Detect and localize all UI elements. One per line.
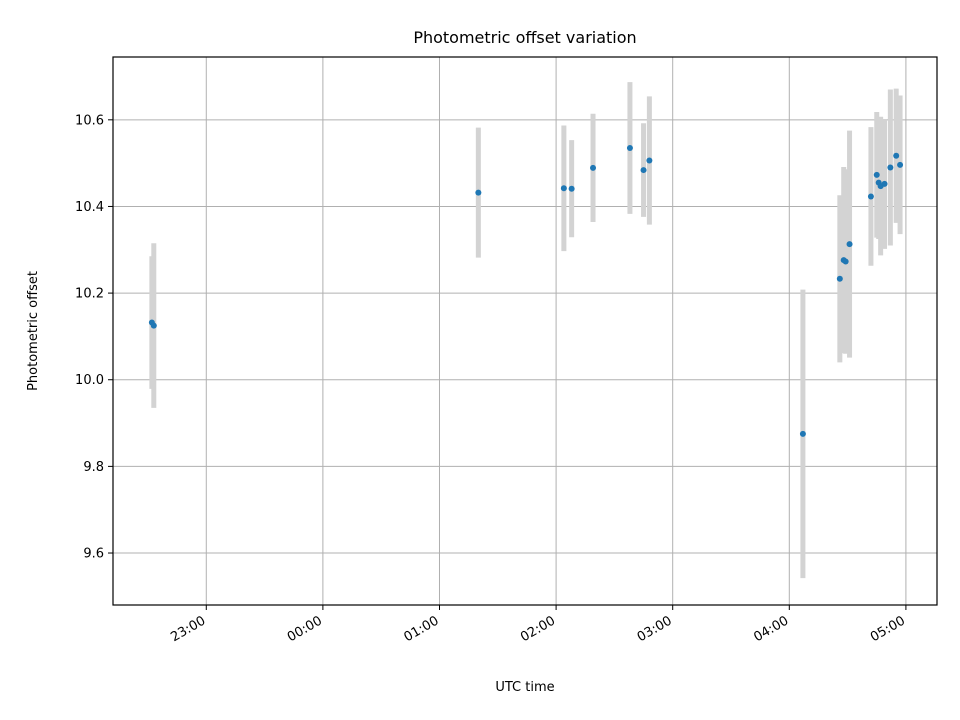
x-tick-label: 05:00 — [868, 613, 908, 645]
data-point — [475, 189, 482, 196]
chart-title: Photometric offset variation — [413, 28, 636, 47]
y-tick-label: 10.0 — [75, 373, 104, 388]
data-point — [846, 241, 853, 248]
x-tick-label: 04:00 — [751, 613, 791, 645]
y-axis-label: Photometric offset — [26, 271, 41, 391]
y-tick-label: 9.8 — [83, 460, 104, 475]
x-tick-label: 02:00 — [518, 613, 558, 645]
x-tick-label: 01:00 — [402, 613, 442, 645]
y-tick-label: 9.6 — [83, 547, 104, 562]
data-point — [646, 157, 653, 164]
data-point — [799, 430, 806, 437]
data-point — [640, 167, 647, 174]
x-tick-label: 03:00 — [635, 613, 675, 645]
data-point — [560, 185, 567, 192]
point-layer — [148, 144, 904, 437]
x-tick-label: 23:00 — [168, 613, 208, 645]
grid-layer — [113, 57, 937, 605]
x-axis-label: UTC time — [495, 680, 554, 695]
data-point — [867, 193, 874, 200]
data-point — [887, 164, 894, 171]
data-point — [897, 161, 904, 168]
data-point — [568, 185, 575, 192]
data-point — [881, 180, 888, 187]
x-tick-label: 00:00 — [285, 613, 325, 645]
data-point — [590, 164, 597, 171]
data-point — [893, 152, 900, 159]
y-tick-label: 10.6 — [75, 113, 104, 128]
data-point — [626, 144, 633, 151]
data-point — [836, 275, 843, 282]
y-tick-label: 10.4 — [75, 200, 104, 215]
data-point — [150, 322, 157, 329]
y-tick-label: 10.2 — [75, 287, 104, 302]
errorbar-layer — [149, 82, 903, 579]
data-point — [873, 171, 880, 178]
plot-frame — [112, 56, 938, 606]
data-point — [842, 258, 849, 265]
